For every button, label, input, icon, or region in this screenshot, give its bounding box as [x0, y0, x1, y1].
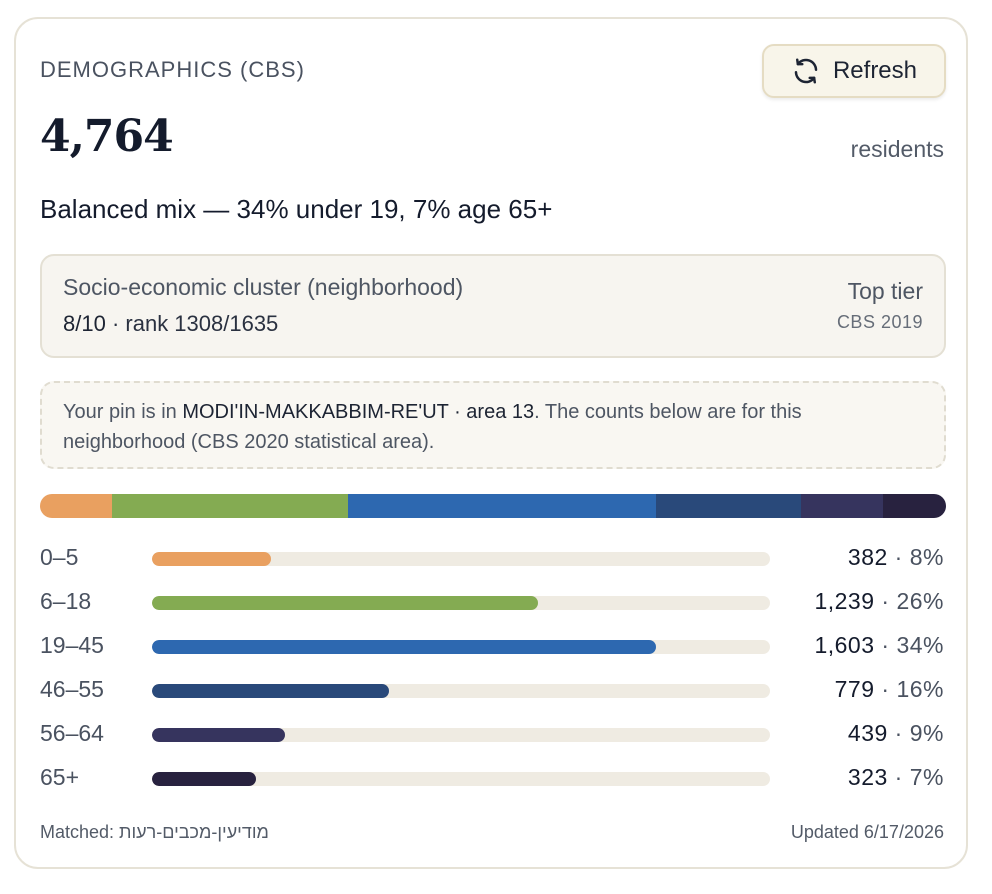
separator-dot: ·: [874, 632, 897, 658]
age-group-value: 323 · 7%: [848, 764, 944, 791]
age-group-percent: 26%: [896, 588, 944, 614]
age-group-count: 779: [834, 676, 875, 702]
resident-count: 4,764: [40, 111, 174, 162]
age-group-count: 382: [847, 544, 888, 570]
age-group-bar-track: [152, 640, 770, 654]
refresh-label: Refresh: [832, 57, 918, 84]
age-group-percent: 9%: [909, 720, 944, 746]
note-area-name: MODI'IN-MAKKABBIM-RE'UT · area 13: [182, 401, 535, 423]
age-group-label: 19–45: [40, 632, 104, 658]
age-group-bar-track: [152, 596, 770, 610]
updated-date: Updated 6/17/2026: [790, 822, 944, 842]
stacked-segment: [348, 494, 657, 518]
stacked-segment: [112, 494, 349, 518]
age-group-label: 0–5: [40, 544, 79, 570]
age-group-value: 382 · 8%: [848, 544, 944, 571]
age-group-bar-fill: [152, 596, 538, 610]
stacked-segment: [656, 494, 802, 518]
cluster-label: Socio-economic cluster (neighborhood): [63, 274, 464, 300]
demographics-card: DEMOGRAPHICS (CBS) Refresh 4,764 residen…: [14, 17, 968, 869]
note-prefix: Your pin is in: [63, 401, 183, 423]
age-group-label: 65+: [40, 764, 80, 790]
age-group-label: 56–64: [40, 720, 104, 746]
age-group-bar-fill: [152, 684, 390, 698]
age-group-bar-fill: [152, 728, 286, 742]
resident-unit: residents: [850, 136, 944, 162]
age-group-percent: 7%: [909, 764, 944, 790]
cluster-rank: · rank 1308/1635: [111, 311, 279, 336]
refresh-icon: [794, 58, 818, 84]
location-note: Your pin is in MODI'IN-MAKKABBIM-RE'UT ·…: [40, 381, 946, 469]
age-group-percent: 8%: [909, 544, 944, 570]
age-distribution-stacked-bar: [40, 494, 946, 518]
age-group-count: 323: [847, 764, 888, 790]
separator-dot: ·: [874, 588, 897, 614]
note-suffix: . The counts below are for this neighbor…: [63, 401, 802, 453]
matched-name: Matched: מודיעין-מכבים-רעות: [40, 822, 269, 842]
cluster-tier: Top tier: [847, 278, 923, 304]
refresh-button[interactable]: Refresh: [762, 44, 946, 98]
age-group-bar-fill: [152, 552, 271, 566]
cluster-source: CBS 2019: [836, 312, 923, 332]
card-title: DEMOGRAPHICS (CBS): [40, 57, 305, 82]
age-group-value: 439 · 9%: [848, 720, 944, 747]
age-group-label: 46–55: [40, 676, 104, 702]
age-group-value: 779 · 16%: [835, 676, 944, 703]
age-group-count: 1,603: [814, 632, 875, 658]
age-group-count: 1,239: [814, 588, 875, 614]
stacked-segment: [882, 494, 946, 518]
age-group-percent: 34%: [896, 632, 944, 658]
separator-dot: ·: [874, 676, 897, 702]
socio-economic-cluster-panel: Socio-economic cluster (neighborhood) 8/…: [40, 254, 946, 358]
age-group-bar-track: [152, 772, 770, 786]
age-group-count: 439: [847, 720, 888, 746]
separator-dot: ·: [887, 764, 910, 790]
stacked-segment: [801, 494, 883, 518]
age-group-bar-track: [152, 552, 770, 566]
age-summary: Balanced mix — 34% under 19, 7% age 65+: [40, 194, 553, 224]
age-group-bar-track: [152, 684, 770, 698]
age-group-bar-fill: [152, 640, 657, 654]
age-group-value: 1,603 · 34%: [814, 632, 944, 659]
age-group-label: 6–18: [40, 588, 92, 614]
cluster-score-line: 8/10 · rank 1308/1635: [63, 311, 278, 337]
age-group-bar-fill: [152, 772, 256, 786]
age-group-bar-track: [152, 728, 770, 742]
stacked-segment: [40, 494, 113, 518]
age-group-value: 1,239 · 26%: [814, 588, 944, 615]
separator-dot: ·: [887, 544, 910, 570]
cluster-score: 8/10: [63, 311, 106, 336]
separator-dot: ·: [887, 720, 910, 746]
age-group-percent: 16%: [896, 676, 944, 702]
